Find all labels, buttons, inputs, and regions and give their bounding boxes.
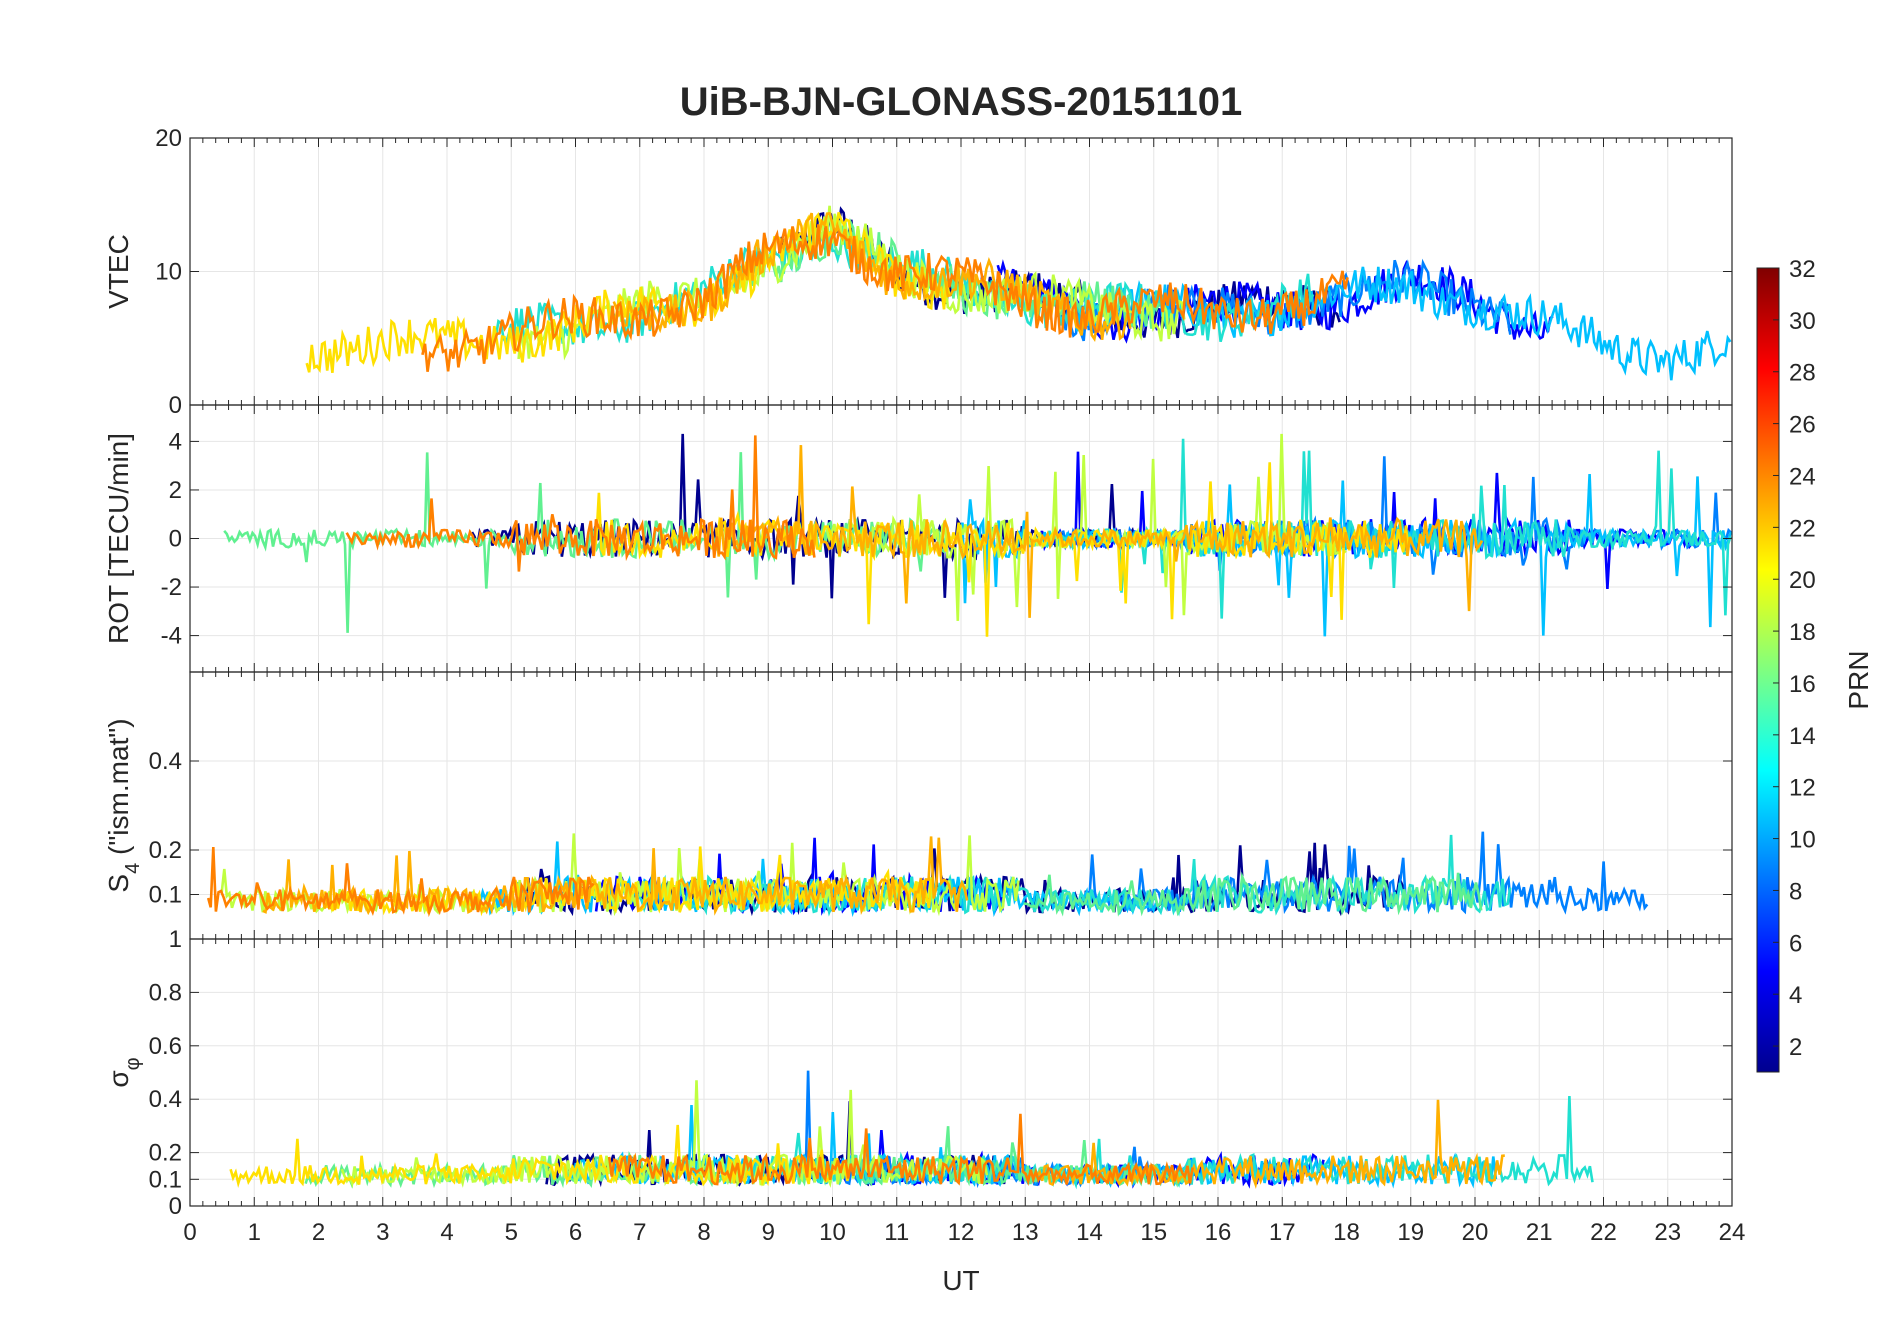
x-tick-label: 0 [183,1219,196,1246]
panel-sigma: 00.10.2 0.4 0.6 0.8 1 σφ [103,926,1733,1220]
x-tick-label: 4 [440,1219,453,1246]
colorbar-tick-label: 20 [1789,567,1816,594]
y-tick-label: 0.2 [149,837,182,864]
series-line [1071,266,1732,381]
colorbar-tick-label: 14 [1789,723,1816,750]
colorbar-tick-label: 8 [1789,878,1802,905]
x-tick-label: 5 [505,1219,518,1246]
series-line [612,211,1132,342]
colorbar-tick-label: 18 [1789,619,1816,646]
x-tick-label: 3 [376,1219,389,1246]
y-tick-label: 20 [155,125,182,152]
x-tick-label: 24 [1719,1219,1746,1246]
panel-vtec: 0 10 20 VTEC [103,125,1733,419]
series-line [1023,871,1483,917]
x-tick-label: 18 [1333,1219,1360,1246]
traces-s4 [206,831,1649,918]
x-tick-label: 15 [1140,1219,1167,1246]
x-tick-label: 19 [1397,1219,1424,1246]
y-tick-label: -4 [161,623,182,650]
series-line [470,433,1146,599]
x-tick-label: 2 [312,1219,325,1246]
x-tick-label: 13 [1012,1219,1039,1246]
y-tick-label: -2 [161,574,182,601]
traces-vtec [305,205,1732,381]
series-line [607,1113,1194,1187]
x-tick-label: 14 [1076,1219,1103,1246]
series-line [223,452,953,633]
y-axis-label-s4: S4 ("ism.mat") [103,718,144,892]
x-tick-label: 1 [248,1219,261,1246]
colorbar-tick-label: 28 [1789,360,1816,387]
y-tick-label: 0.1 [149,882,182,909]
y-axis-label-sigma: σφ [103,1057,144,1087]
y-axis-label-rot: ROT [TECU/min] [103,433,134,644]
series-line [262,836,969,916]
y-tick-label: 0.4 [149,1086,182,1113]
y-tick-label: 0.6 [149,1033,182,1060]
x-tick-label: 10 [819,1219,846,1246]
colorbar-tick-label: 6 [1789,930,1802,957]
colorbar-tick-label: 22 [1789,515,1816,542]
x-tick-label: 8 [697,1219,710,1246]
x-tick-label: 17 [1269,1219,1296,1246]
series-line [229,1124,852,1188]
series-line [714,445,1484,618]
chart-title: UiB-BJN-GLONASS-20151101 [680,80,1242,124]
colorbar-tick-label: 10 [1789,827,1816,854]
x-tick-label: 23 [1654,1219,1681,1246]
colorbar-tick-label: 30 [1789,308,1816,335]
y-tick-label: 0 [169,526,182,553]
y-tick-label: 0.1 [149,1166,182,1193]
x-tick-label: 16 [1205,1219,1232,1246]
y-tick-label: 0 [169,1193,182,1220]
y-tick-label: 0.2 [149,1140,182,1167]
x-tick-label: 9 [762,1219,775,1246]
colorbar-label: PRN [1843,650,1874,709]
traces-rot [223,433,1732,637]
y-tick-label: 0.4 [149,748,182,775]
series-line [345,435,816,572]
y-axis-label-vtec: VTEC [103,234,134,309]
x-tick-label: 20 [1462,1219,1489,1246]
x-tick-label: 7 [633,1219,646,1246]
x-tick-label: 21 [1526,1219,1553,1246]
colorbar-tick-label: 4 [1789,982,1802,1009]
y-tick-label: 2 [169,477,182,504]
x-tick-label: 11 [884,1219,909,1246]
colorbar-tick-label: 16 [1789,671,1816,698]
panel-s4: 0.1 0.2 0.4S4 ("ism.mat") [103,671,1733,940]
x-axis-label: UT [942,1265,979,1296]
y-tick-label: 0.8 [149,979,182,1006]
x-tick-label: 12 [948,1219,975,1246]
y-tick-label: 1 [169,926,182,953]
series-line [206,846,595,918]
x-tick-label: 22 [1590,1219,1617,1246]
y-tick-label: 0 [169,392,182,419]
colorbar-scale [1756,267,1780,1073]
x-tick-label: 6 [569,1219,582,1246]
y-tick-label: 10 [155,259,182,286]
colorbar-tick-label: 24 [1789,463,1816,490]
traces-sigma [229,1070,1594,1190]
panel-rot: -4 -2 0 2 4 ROT [TECU/min] [103,404,1733,673]
colorbar-tick-label: 32 [1789,256,1816,283]
colorbar-tick-label: 26 [1789,412,1816,439]
colorbar-tick-label: 2 [1789,1034,1802,1061]
colorbar-tick-label: 12 [1789,775,1816,802]
series-line [421,224,1349,372]
y-tick-label: 4 [169,428,182,455]
